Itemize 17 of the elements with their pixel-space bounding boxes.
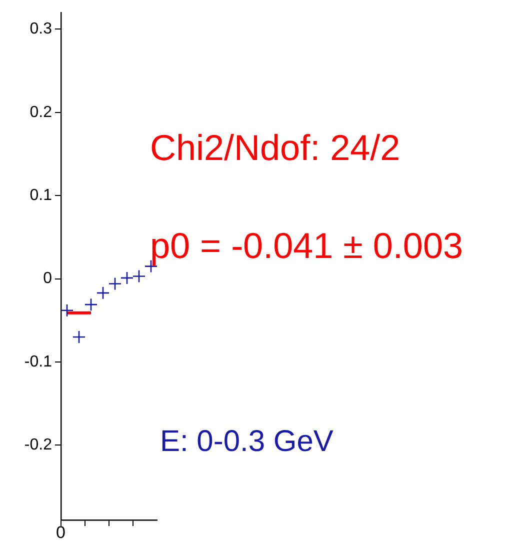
y-tick-label: 0.2 — [30, 104, 52, 121]
text: E: 0-0.3 GeV — [160, 425, 334, 458]
text: 0 — [56, 523, 66, 543]
y-tick-label: 0 — [43, 270, 52, 288]
y-tick-label: -0.2 — [24, 436, 52, 454]
y-tick-label: -0.1 — [24, 353, 52, 370]
y-tick-label: 0.1 — [30, 187, 52, 204]
point — [108, 277, 122, 290]
point — [132, 270, 146, 283]
point — [120, 271, 134, 285]
point — [72, 330, 86, 344]
y-tick-label: 0.3 — [30, 20, 52, 38]
point — [96, 286, 110, 300]
annotation: Chi2/Ndof: 24/2 — [150, 127, 400, 168]
point — [60, 304, 74, 318]
point — [84, 298, 98, 312]
annotation: p0 = -0.041 ± 0.003 — [150, 225, 463, 266]
